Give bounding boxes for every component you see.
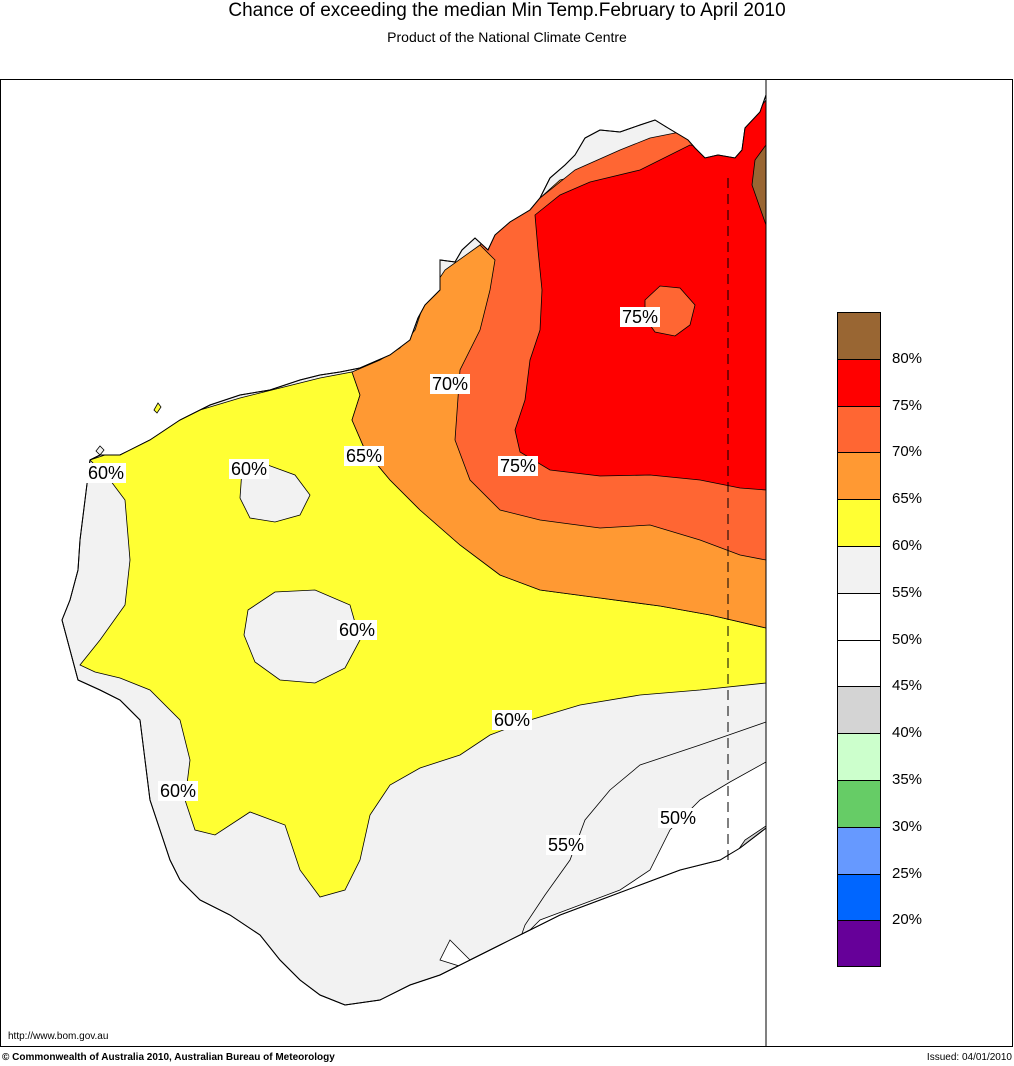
legend-swatch xyxy=(837,873,881,921)
legend-label: 45% xyxy=(892,677,923,695)
probability-map xyxy=(61,79,767,1047)
legend-label: 35% xyxy=(892,771,923,788)
contour-label-70: 70% xyxy=(430,374,471,394)
issued-date: Issued: 04/01/2010 xyxy=(926,1052,1012,1063)
legend-label: 30% xyxy=(892,817,923,835)
legend-swatch xyxy=(837,545,881,593)
contour-label-60: 60% xyxy=(158,781,199,801)
legend-label: 75% xyxy=(892,396,923,414)
legend-label: 50% xyxy=(892,630,923,648)
contour-label-55: 55% xyxy=(546,835,587,855)
map-title: Chance of exceeding the median Min Temp.… xyxy=(228,0,786,21)
legend-swatch xyxy=(837,405,881,453)
legend-label: 55% xyxy=(892,583,923,601)
legend-swatch xyxy=(837,686,881,734)
island xyxy=(95,445,105,456)
coastline xyxy=(61,94,767,1006)
contour-label-60: 60% xyxy=(492,710,533,730)
legend-swatch xyxy=(837,312,881,359)
zone-above-80 xyxy=(751,143,766,226)
legend-swatch xyxy=(837,826,881,874)
legend-label: 70% xyxy=(892,443,923,461)
contour-label-50: 50% xyxy=(658,808,699,828)
source-url: http://www.bom.gov.au xyxy=(8,1031,109,1042)
legend-swatch xyxy=(837,592,881,640)
zone-75-80 xyxy=(514,98,766,491)
island xyxy=(153,402,162,414)
color-legend xyxy=(837,312,881,968)
legend-swatch xyxy=(837,358,881,406)
contour-55 xyxy=(517,721,766,946)
legend-label: 60% xyxy=(892,537,923,554)
legend-swatch xyxy=(837,639,881,687)
legend-swatch xyxy=(837,499,881,546)
legend-swatch xyxy=(837,452,881,500)
contour-label-65: 65% xyxy=(344,446,385,466)
legend-label: 65% xyxy=(892,490,923,508)
legend-label: 40% xyxy=(892,724,923,742)
legend-swatch xyxy=(837,779,881,827)
zone-55-60-center xyxy=(243,589,361,684)
copyright-notice: © Commonwealth of Australia 2010, Austra… xyxy=(2,1052,335,1063)
contour-label-60: 60% xyxy=(337,620,378,640)
contour-label-60: 60% xyxy=(86,463,127,483)
contour-label-75: 75% xyxy=(498,456,539,476)
legend-label: 80% xyxy=(892,349,923,367)
legend-label: 25% xyxy=(892,864,923,882)
map-subtitle: Product of the National Climate Centre xyxy=(387,29,627,45)
contour-label-75: 75% xyxy=(620,307,661,327)
map-frame xyxy=(0,79,1013,1047)
contour-label-60: 60% xyxy=(229,459,270,479)
legend-swatch xyxy=(837,920,881,968)
legend-swatch xyxy=(837,733,881,780)
legend-label: 20% xyxy=(892,911,923,929)
